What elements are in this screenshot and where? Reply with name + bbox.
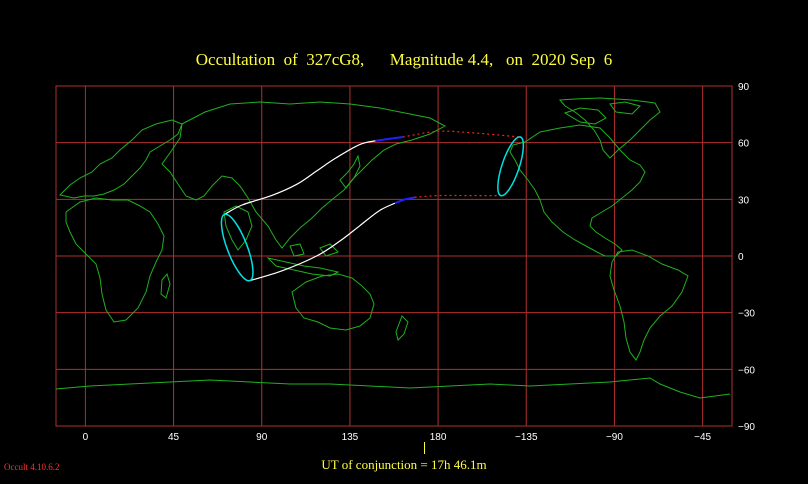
axis-tick-labels: 0 45 90 135 180 −135 −90 −45 90 60 30 0 −30 −60 −90 xyxy=(83,82,756,443)
coast-africa xyxy=(65,197,165,323)
x-tick-label: 135 xyxy=(342,432,359,443)
x-tick-label: −45 xyxy=(694,432,711,443)
east-limb-ellipse xyxy=(497,136,525,197)
coast-indonesia xyxy=(266,243,340,277)
coast-madagascar xyxy=(160,272,171,299)
coast-europe xyxy=(58,119,183,199)
y-tick-label: −60 xyxy=(738,365,755,376)
west-limb-ellipse xyxy=(220,213,254,282)
conjunction-tick xyxy=(424,442,425,454)
north-limit-line xyxy=(224,140,376,215)
y-tick-label: 90 xyxy=(738,82,750,93)
coast-australia xyxy=(291,273,375,331)
x-tick-label: 90 xyxy=(256,432,268,443)
occultation-path xyxy=(220,130,525,282)
y-tick-label: 0 xyxy=(738,252,744,263)
coast-north-america xyxy=(509,124,646,257)
map-title: Occultation of 327cG8, Magnitude 4.4, on… xyxy=(195,50,613,69)
x-tick-label: −90 xyxy=(606,432,623,443)
x-tick-label: −135 xyxy=(515,432,538,443)
software-version: Occult 4.10.6.2 xyxy=(4,462,60,472)
x-tick-label: 0 xyxy=(83,432,89,443)
coast-japan xyxy=(339,154,361,189)
coast-greenland xyxy=(558,97,661,159)
coast-new-zealand xyxy=(395,315,409,341)
south-extension-dotted xyxy=(414,194,501,198)
y-tick-label: −90 xyxy=(738,422,755,433)
coastlines xyxy=(55,97,731,399)
x-tick-label: 180 xyxy=(430,432,447,443)
south-limit-line xyxy=(249,202,396,282)
y-tick-label: 60 xyxy=(738,139,750,150)
graticule xyxy=(55,85,733,427)
ut-conjunction-label: UT of conjunction = 17h 46.1m xyxy=(321,457,487,472)
north-extension-dotted xyxy=(402,130,521,138)
y-tick-label: −30 xyxy=(738,309,755,320)
x-tick-label: 45 xyxy=(168,432,180,443)
south-daylight-segment xyxy=(394,196,415,205)
coast-arctic-islands xyxy=(563,101,641,125)
coast-india xyxy=(223,205,253,251)
north-daylight-segment xyxy=(375,136,403,142)
y-tick-label: 30 xyxy=(738,195,750,206)
coast-antarctica xyxy=(55,377,731,399)
coast-south-america xyxy=(609,249,689,361)
coast-asia xyxy=(161,101,447,249)
